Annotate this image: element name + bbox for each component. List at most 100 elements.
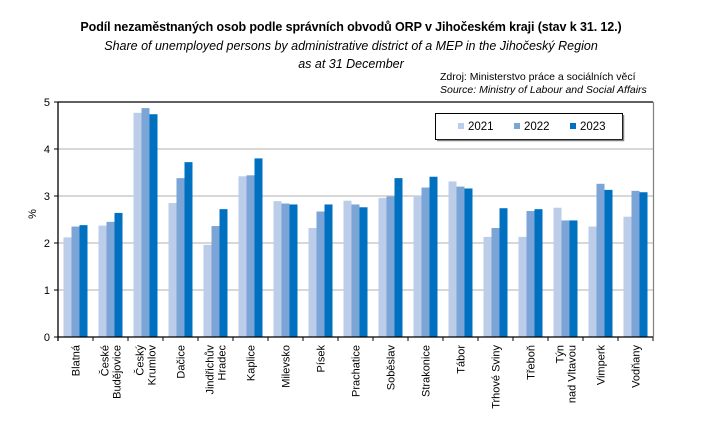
bar-2021-7: [308, 227, 317, 337]
x-tick-label: Vimperk: [596, 345, 608, 386]
bar-2021-13: [518, 236, 527, 337]
x-tick-label-line: Krumlov: [147, 345, 159, 386]
bar-2023-12: [499, 208, 508, 337]
bar-2022-8: [351, 204, 360, 337]
x-tick-label: Prachatice: [351, 345, 363, 397]
bar-2023-9: [394, 178, 403, 337]
x-tick-label: Tábor: [456, 345, 468, 374]
x-tick-label-line: Blatná: [71, 344, 83, 376]
bar-2022-10: [421, 187, 430, 337]
bar-2021-11: [448, 181, 457, 337]
legend: 2021 2022 2023: [435, 113, 625, 142]
x-tick-label-line: Jindřichův: [205, 345, 217, 395]
x-tick-label: Písek: [316, 345, 328, 373]
bar-2023-7: [324, 204, 333, 337]
bar-2022-16: [631, 190, 640, 337]
bar-2023-3: [184, 162, 193, 337]
x-tick-label: Český Krumlov: [134, 345, 159, 386]
y-tick-label: 3: [44, 191, 50, 203]
legend-label: 2022: [524, 121, 550, 133]
bar-2022-15: [596, 183, 605, 337]
bar-2022-13: [526, 211, 535, 337]
x-tick-label-line: Vodňany: [631, 345, 643, 388]
x-tick-label: Týn nad Vltavou: [555, 345, 579, 403]
x-tick-label-line: Prachatice: [351, 345, 363, 397]
x-tick-label: Jindřichův Hradec: [205, 345, 229, 395]
bar-2022-2: [141, 108, 150, 337]
bar-2021-15: [588, 226, 597, 337]
bar-2022-1: [106, 221, 115, 337]
x-tick-label-line: Budějovice: [112, 345, 124, 399]
y-tick-label: 5: [44, 97, 50, 109]
bar-2022-0: [71, 226, 80, 337]
bar-2023-11: [464, 188, 473, 337]
x-tick-label: Dačice: [176, 345, 188, 379]
y-tick-label: 2: [44, 238, 50, 250]
x-tick-label: Třeboň: [526, 345, 538, 380]
legend-swatch: [570, 123, 576, 129]
bar-2021-16: [623, 216, 632, 337]
x-tick-labels: Blatná České Budějovice Český Krumlov Dačice J…: [71, 344, 643, 409]
legend-swatch: [514, 123, 520, 129]
x-tick-label-line: Kaplice: [246, 345, 258, 381]
legend-swatch: [458, 123, 464, 129]
x-tick-label-line: Vimperk: [596, 345, 608, 386]
bar-2022-9: [386, 196, 395, 337]
x-tick-label: Vodňany: [631, 345, 643, 388]
source-en: Source: Ministry of Labour and Social Af…: [440, 84, 647, 96]
bar-2023-16: [639, 192, 648, 337]
x-tick-label-line: Soběslav: [386, 345, 398, 391]
x-tick-label-line: nad Vltavou: [567, 345, 579, 403]
bar-2023-4: [219, 209, 228, 337]
bars: [63, 108, 648, 337]
bar-2021-14: [553, 207, 562, 337]
y-tick-label: 4: [44, 144, 50, 156]
legend-item-2021: 2021: [458, 121, 494, 133]
x-tick-label-line: České: [99, 345, 112, 376]
bar-2023-8: [359, 207, 368, 337]
x-tick-label: Soběslav: [386, 345, 398, 391]
bar-2021-3: [168, 203, 177, 337]
x-tick-label-line: Milevsko: [281, 345, 293, 388]
y-tick-label: 0: [44, 332, 50, 344]
bar-2021-4: [203, 244, 212, 337]
bar-2021-2: [133, 112, 142, 337]
bar-2022-3: [176, 178, 185, 337]
chart-title: Podíl nezaměstnaných osob podle správníc…: [80, 20, 622, 34]
x-tick-label-line: Český: [134, 345, 147, 376]
x-tick-label: Blatná: [71, 344, 83, 376]
bar-2023-14: [569, 220, 578, 337]
bar-2022-4: [211, 226, 220, 337]
x-tick-label-line: Trhové Sviny: [491, 345, 503, 409]
bar-2023-6: [289, 204, 298, 337]
axes: [54, 101, 655, 341]
bar-2022-14: [561, 220, 570, 337]
bar-2022-12: [491, 227, 500, 337]
y-tick-labels: 0 1 2 3 4 5: [44, 97, 50, 344]
bar-2021-8: [343, 200, 352, 337]
x-tick-label: České Budějovice: [99, 345, 124, 399]
x-tick-label: Milevsko: [281, 345, 293, 388]
legend-box: [435, 113, 623, 140]
bar-2022-7: [316, 211, 325, 337]
bar-2023-2: [149, 114, 158, 337]
y-tick-label: 1: [44, 285, 50, 297]
bar-2023-5: [254, 158, 263, 337]
x-tick-label-line: Strakonice: [421, 345, 433, 397]
y-axis-label: %: [27, 209, 39, 219]
legend-item-2022: 2022: [514, 121, 550, 133]
legend-label: 2023: [580, 121, 606, 133]
x-tick-label-line: Hradec: [217, 345, 229, 381]
chart-subtitle-line1: Share of unemployed persons by administr…: [104, 39, 598, 53]
x-tick-label-line: Týn: [555, 345, 567, 363]
bar-2021-0: [63, 237, 72, 337]
bar-2023-1: [114, 212, 123, 337]
bar-2021-10: [413, 195, 422, 337]
legend-item-2023: 2023: [570, 121, 606, 133]
bar-2021-12: [483, 236, 492, 337]
x-tick-label-line: Třeboň: [526, 345, 538, 380]
chart-subtitle-line2: as at 31 December: [298, 57, 404, 71]
bar-2023-10: [429, 176, 438, 337]
bar-2022-11: [456, 186, 465, 337]
